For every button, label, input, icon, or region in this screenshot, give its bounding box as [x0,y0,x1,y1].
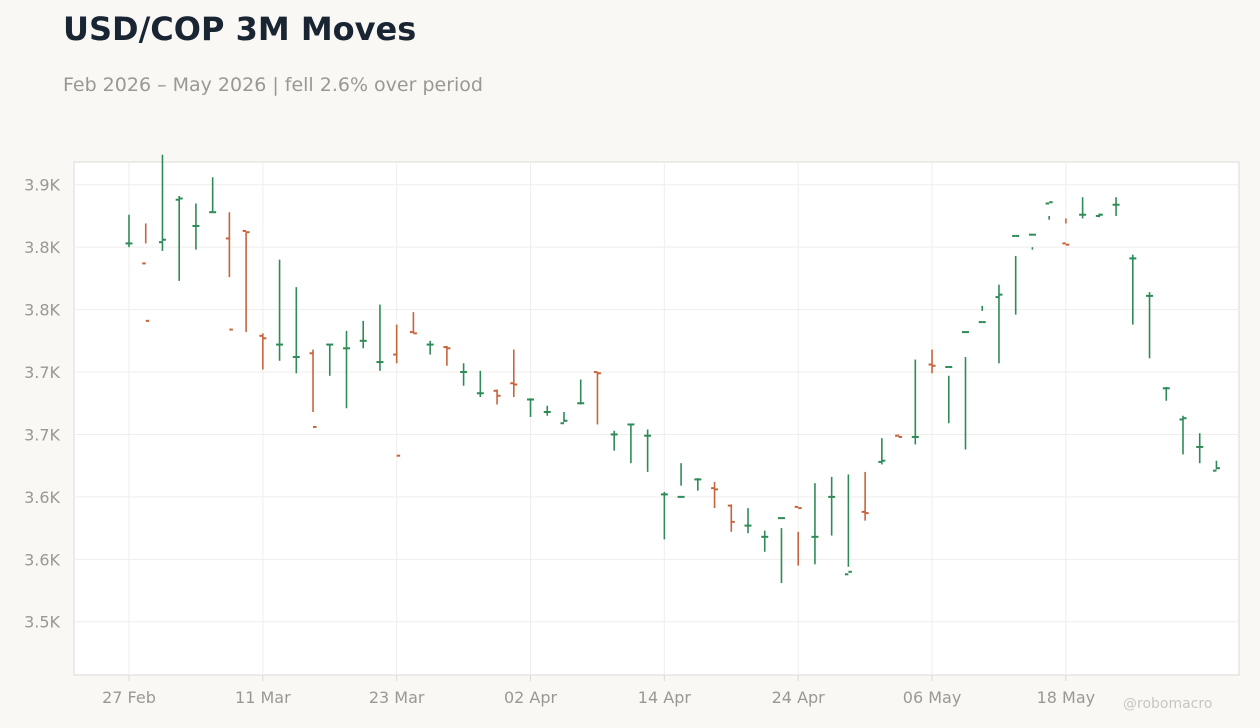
ohlc-bar [1212,460,1220,472]
y-tick-label: 3.9K [24,176,60,195]
ohlc-bar [493,389,501,405]
ohlc-bar [978,305,986,324]
ohlc-bar [1079,197,1087,219]
ohlc-bar [694,478,702,491]
ohlc-bar [292,287,300,374]
ohlc-bar [828,476,836,536]
axis-layer: 3.5K 3.6K 3.6K 3.7K 3.7K 3.8K 3.8K 3.9K 27 Feb 11… [24,176,1095,707]
ohlc-bar [660,491,668,540]
ohlc-bar [1196,433,1204,464]
ohlc-bar [1112,197,1120,216]
ohlc-bar [844,474,852,576]
y-tick-label: 3.5K [24,613,60,632]
ohlc-bar [142,223,150,322]
grid-layer [74,162,1239,675]
x-tick-label: 24 Apr [772,688,826,707]
ohlc-bar [995,284,1003,364]
ohlc-bar [1062,218,1070,246]
ohlc-bar [610,430,618,451]
ohlc-bar [711,481,719,509]
ohlc-bar [1162,387,1170,401]
ohlc-bar [811,483,819,565]
ohlc-bar [878,438,886,465]
ohlc-bar [911,359,919,445]
ohlc-bar [560,411,568,425]
ohlc-bar [376,304,384,371]
ohlc-bar [593,371,601,425]
x-tick-label: 06 May [903,688,962,707]
x-tick-label: 23 Mar [369,688,425,707]
ohlc-bar [527,398,535,417]
ohlc-bar [476,370,484,398]
ohlc-bar [761,530,769,552]
y-tick-label: 3.6K [24,488,60,507]
ohlc-bar [426,340,434,355]
chart-subtitle: Feb 2026 – May 2026 | fell 2.6% over per… [63,74,483,96]
ohlc-bar [945,366,953,424]
ohlc-bar [861,471,869,521]
x-tick-label: 02 Apr [504,688,558,707]
ohlc-bar [744,508,752,534]
ohlc-bar [409,312,417,335]
y-tick-label: 3.8K [24,301,60,320]
ohlc-bar [158,154,166,251]
ohlc-bar [326,343,334,376]
plot-area [73,161,1240,676]
ohlc-bar [1129,254,1137,325]
ohlc-bar [1146,292,1154,359]
x-tick-label: 11 Mar [235,688,291,707]
ohlc-bar [1045,201,1053,220]
ohlc-bar [543,405,551,416]
y-tick-label: 3.8K [24,238,60,257]
watermark: @robomacro [1123,696,1213,712]
ohlc-bar [1012,234,1020,315]
ohlc-bar [677,463,685,498]
ohlc-bar [443,345,451,366]
ohlc-bar [259,333,267,370]
x-tick-label: 27 Feb [102,688,156,707]
ohlc-bar [125,214,133,248]
ohlc-bar [242,229,250,333]
ohlc-bar [175,195,183,281]
ohlc-bar [309,349,317,428]
x-tick-label: 18 May [1037,688,1096,707]
x-tick-label: 14 Apr [638,688,692,707]
y-tick-label: 3.7K [24,363,60,382]
ohlc-bar [359,320,367,349]
y-tick-label: 3.7K [24,425,60,444]
chart-title: USD/COP 3M Moves [63,10,417,48]
ohlc-bar [1028,233,1036,250]
y-tick-label: 3.6K [24,550,60,569]
ohlc-bar [225,212,233,331]
ohlc-bar [192,203,200,250]
ohlc-bars [125,154,1220,584]
ohlc-bar [928,349,936,374]
ohlc-bar [777,517,785,584]
ohlc-bar [393,324,401,457]
ohlc-bar [209,177,217,214]
ohlc-bar [895,434,903,438]
ohlc-bar [644,429,652,472]
ohlc-bar [510,349,518,398]
ohlc-bar [577,379,585,405]
ohlc-bar [342,330,350,409]
ohlc-bar [276,259,284,361]
ohlc-bar [1095,213,1103,218]
ohlc-bar [627,423,635,464]
ohlc-bar [794,505,802,566]
ohlc-bar [460,363,468,386]
ohlc-bar [962,331,969,450]
ohlc-bar [727,504,735,532]
ohlc-bar [1179,415,1187,455]
